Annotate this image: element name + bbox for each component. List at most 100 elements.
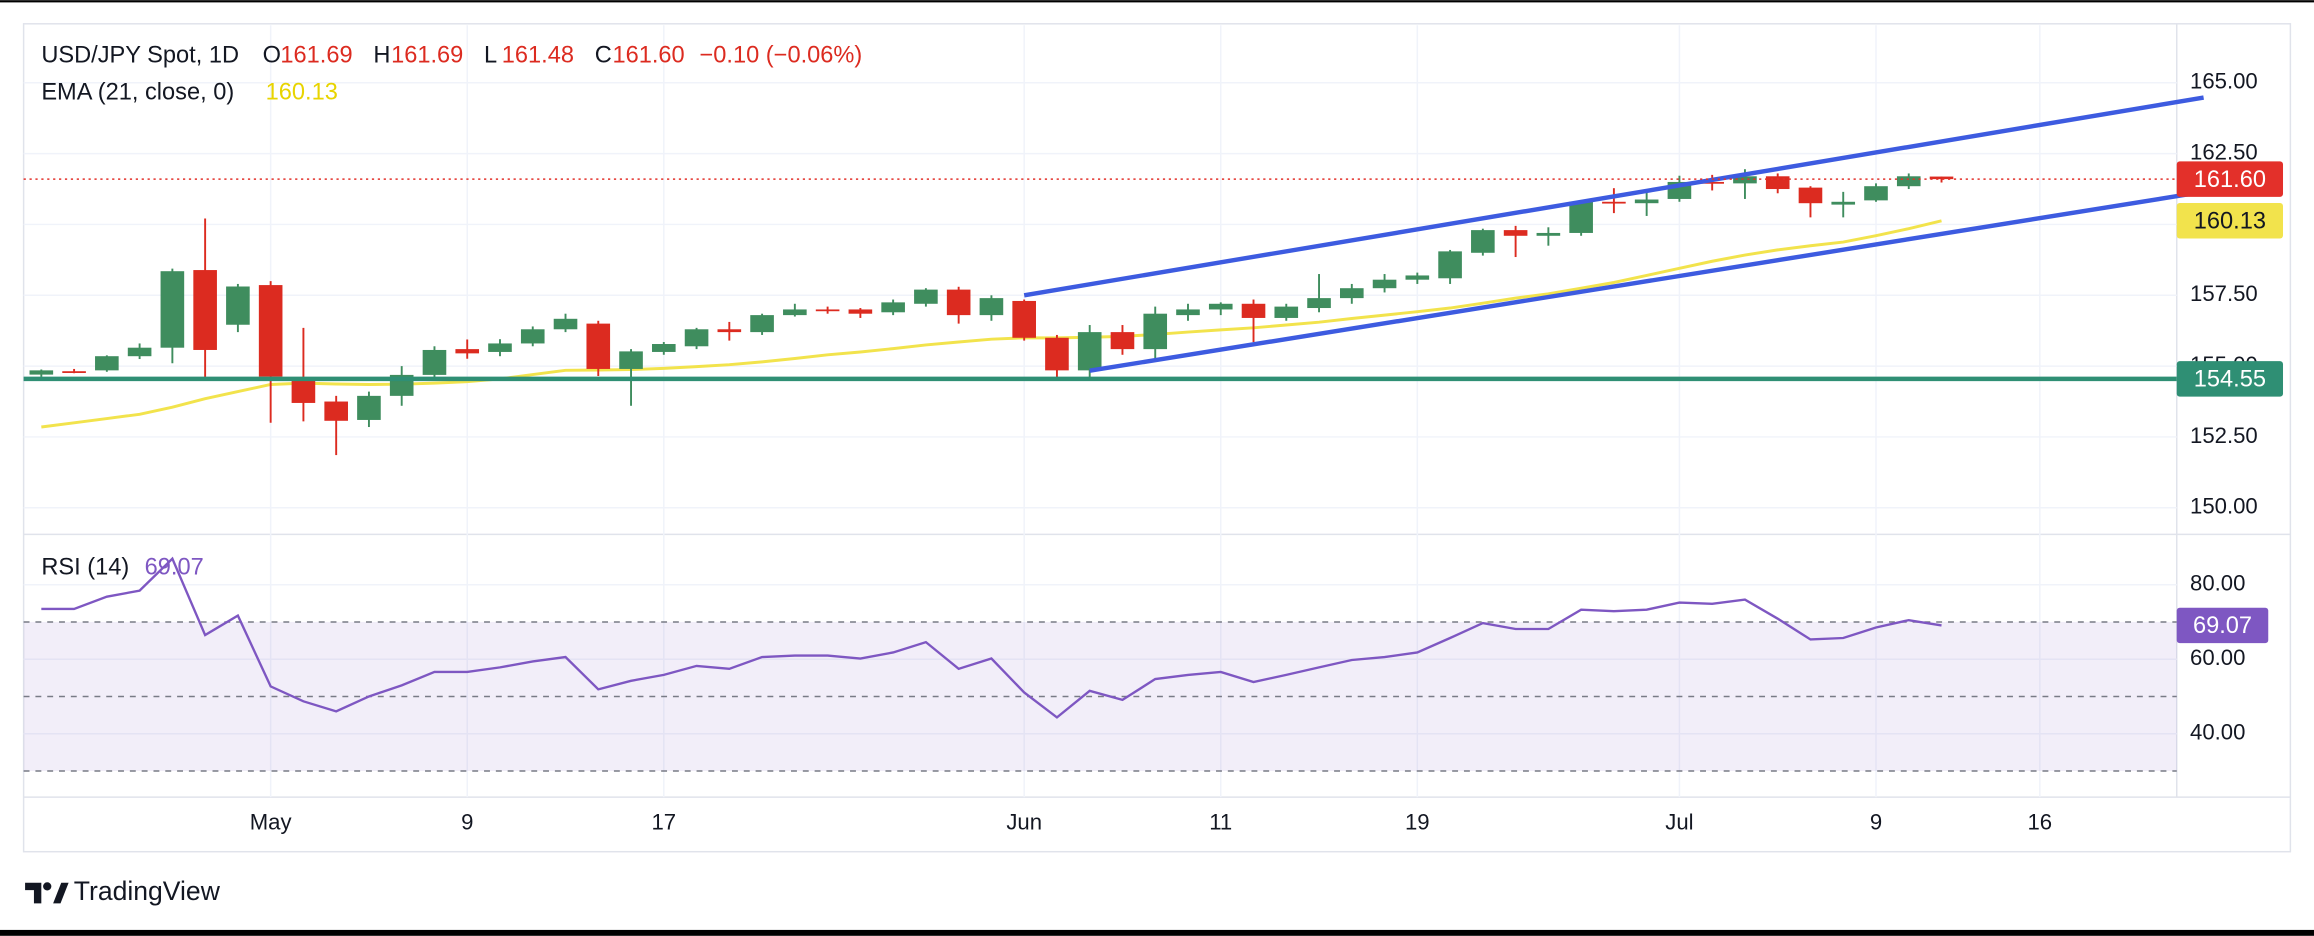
logo-icon <box>53 882 69 904</box>
candle-body <box>127 347 152 357</box>
ohlc-value: 161.69 <box>391 42 463 68</box>
support-value-box <box>2176 361 2284 397</box>
candle-body <box>62 371 86 373</box>
y-tick-label: 157.50 <box>2190 281 2258 306</box>
ohlc-key: C <box>595 42 612 68</box>
candle-body <box>1569 201 1593 233</box>
candle-body <box>1208 303 1233 310</box>
candle-body <box>520 329 545 344</box>
x-tick-label: 17 <box>651 810 676 835</box>
bottom-edge <box>0 929 2314 936</box>
candle-body <box>1012 300 1036 338</box>
trend-line <box>1023 95 2204 298</box>
candle-body <box>1765 176 1790 190</box>
ema-legend-value: 160.13 <box>266 79 338 105</box>
candle-body <box>651 344 676 352</box>
change-value: −0.10 (−0.06%) <box>700 42 863 68</box>
candle-body <box>881 302 905 313</box>
candle-body <box>1536 232 1561 236</box>
x-tick-label: Jun <box>1006 810 1042 835</box>
candle-body <box>848 309 873 314</box>
candle-body <box>750 315 774 333</box>
ema-value-label: 160.13 <box>2194 208 2266 234</box>
candle-body <box>1929 176 1954 180</box>
logo-icon <box>43 882 52 891</box>
last-price-label: 161.60 <box>2194 167 2266 193</box>
ohlc-value: 161.69 <box>280 42 352 68</box>
brand-name: TradingView <box>74 876 221 906</box>
candle-body <box>684 329 709 347</box>
y-tick-label: 60.00 <box>2190 645 2245 670</box>
candle-body <box>1831 201 1856 205</box>
ohlc-value: 161.48 <box>502 42 574 68</box>
candle-body <box>1077 332 1102 371</box>
rsi-line <box>41 556 1942 719</box>
y-tick-label: 40.00 <box>2190 720 2245 745</box>
candle-body <box>1864 186 1888 201</box>
candle-body <box>455 349 480 354</box>
candle-body <box>783 309 807 316</box>
candle-body <box>1438 251 1462 279</box>
candle-body <box>324 401 348 421</box>
candle-body <box>1602 201 1626 204</box>
candle-body <box>1176 309 1200 316</box>
candle-body <box>1045 337 1069 371</box>
candle-body <box>1274 306 1299 318</box>
candle-body <box>1700 181 1724 184</box>
candle-body <box>946 289 971 316</box>
last-price-box <box>2176 161 2284 197</box>
y-tick-label: 80.00 <box>2190 571 2245 596</box>
frame <box>22 23 2292 853</box>
y-tick-label: 165.00 <box>2190 69 2258 94</box>
candle-body <box>619 351 643 369</box>
candle-body <box>291 377 316 403</box>
rsi-legend: RSI (14) <box>41 555 129 581</box>
candle-body <box>160 271 185 348</box>
x-tick-label: 9 <box>461 810 473 835</box>
y-tick-label: 152.50 <box>2190 423 2258 448</box>
candle-body <box>29 370 54 375</box>
candle-body <box>586 323 611 369</box>
candle-body <box>258 285 283 377</box>
candle-body <box>1634 199 1659 204</box>
marks <box>23 95 2204 719</box>
logo-icon <box>25 882 42 904</box>
x-tick-label: May <box>250 810 293 835</box>
candle-body <box>1405 275 1430 280</box>
rsi-value-label: 69.07 <box>2193 613 2252 639</box>
x-tick-label: 16 <box>2027 810 2052 835</box>
ema-line <box>41 219 1942 429</box>
candle-body <box>488 343 512 352</box>
candle-body <box>914 289 938 304</box>
candle-body <box>193 270 217 350</box>
candle-body <box>1798 187 1823 204</box>
candle-body <box>1339 288 1364 299</box>
candle-body <box>1896 176 1921 187</box>
y-tick-label: 162.50 <box>2190 139 2258 164</box>
support-value-label: 154.55 <box>2194 367 2266 393</box>
candle-body <box>815 309 840 312</box>
ema-legend: EMA (21, close, 0) <box>41 79 234 105</box>
candle-body <box>95 356 119 371</box>
x-tick-label: 11 <box>1209 810 1232 835</box>
top-edge <box>0 0 2314 3</box>
x-tick-label: 19 <box>1405 810 1430 835</box>
candle-body <box>553 318 578 330</box>
candle-body <box>1503 230 1528 236</box>
x-tick-label: Jul <box>1665 810 1693 835</box>
ema-value-box <box>2176 203 2284 239</box>
candle-body <box>979 298 1004 316</box>
candle-body <box>1733 176 1757 184</box>
candle-body <box>717 329 742 333</box>
candle-body <box>1372 279 1397 289</box>
candle-body <box>357 395 381 420</box>
candle-body <box>422 349 447 375</box>
brand-logo: TradingView <box>25 876 221 906</box>
ohlc-key: L <box>484 42 497 68</box>
candle-body <box>1241 303 1266 318</box>
candle-body <box>226 286 250 325</box>
